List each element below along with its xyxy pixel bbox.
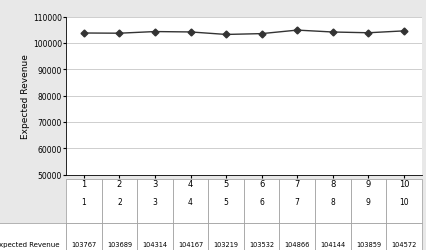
Y-axis label: Expected Revenue: Expected Revenue	[21, 54, 30, 138]
